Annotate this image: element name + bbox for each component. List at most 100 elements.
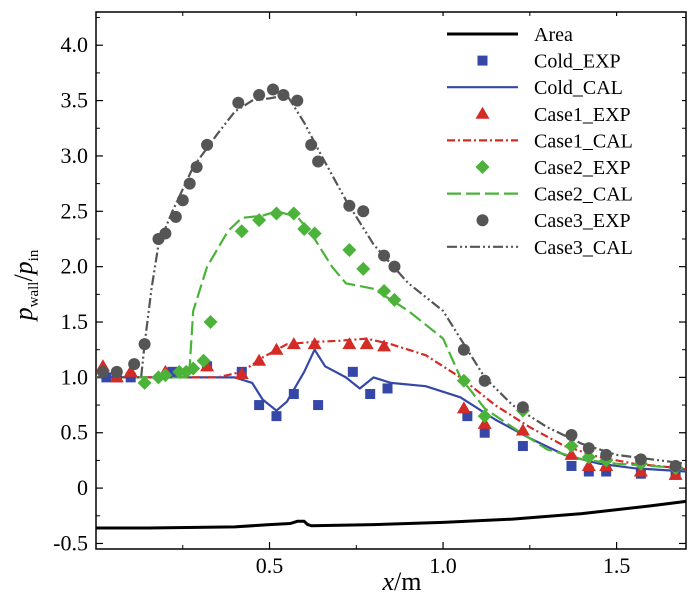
legend-swatch	[477, 55, 488, 66]
y-tick-label: 2.5	[61, 198, 89, 223]
y-tick-label: 2.0	[61, 254, 89, 279]
data-point	[252, 213, 267, 228]
legend-label: Cold_EXP	[534, 51, 621, 73]
series-line	[96, 499, 687, 530]
data-point	[203, 315, 218, 330]
data-point	[564, 447, 579, 460]
data-point	[96, 365, 109, 378]
y-label-num-var: p	[9, 307, 38, 322]
data-point	[176, 194, 189, 207]
legend-item-area: Area	[447, 24, 573, 46]
data-point	[359, 337, 374, 350]
legend-label: Case1_CAL	[534, 130, 633, 152]
series-case3-exp	[96, 83, 682, 472]
data-point	[347, 366, 358, 377]
legend-swatch	[475, 160, 490, 174]
data-point	[565, 428, 578, 441]
data-point	[601, 466, 612, 477]
data-point	[382, 383, 393, 394]
legend-item-case2-exp: Case2_EXP	[475, 157, 631, 179]
data-point	[387, 292, 402, 307]
y-tick-label: 1.5	[61, 309, 89, 334]
data-point	[196, 353, 211, 368]
legend-label: Case3_CAL	[534, 237, 633, 259]
data-point	[477, 409, 492, 424]
axis-ticks: -0.5 0 0.5 1.0 1.5 2.0 2.5 3.0 3.5 4.0 0.5 1.0 1.5	[53, 12, 686, 578]
data-point	[253, 89, 266, 102]
data-point	[183, 177, 196, 190]
data-point	[313, 400, 324, 411]
y-axis-label: pwall/pin	[9, 249, 42, 322]
data-point	[297, 222, 312, 237]
data-point	[600, 448, 613, 461]
data-point	[581, 458, 596, 471]
data-point	[125, 372, 136, 383]
x-tick-label: 1.5	[603, 553, 631, 578]
series-case2-exp	[137, 206, 683, 476]
data-point	[365, 388, 376, 399]
y-tick-label: 1.0	[61, 364, 89, 389]
data-point	[456, 373, 471, 388]
legend-label: Case2_CAL	[534, 184, 633, 206]
data-point	[582, 442, 595, 455]
data-point	[479, 427, 490, 438]
plot-frame	[95, 11, 687, 550]
data-point	[190, 161, 203, 174]
data-point	[517, 441, 528, 452]
data-point	[286, 206, 301, 221]
series-line	[96, 337, 687, 471]
data-point	[456, 401, 471, 414]
data-point	[307, 226, 322, 241]
data-point	[583, 466, 594, 477]
data-point	[137, 375, 152, 390]
data-point	[566, 460, 577, 471]
legend-item-cold-exp: Cold_EXP	[477, 51, 621, 73]
data-point	[138, 338, 151, 351]
data-point	[201, 138, 214, 151]
data-point	[305, 138, 318, 151]
data-point	[342, 243, 357, 258]
legend-label: Case2_EXP	[534, 157, 631, 179]
data-point	[516, 401, 529, 414]
legend-label: Cold_CAL	[534, 77, 623, 99]
series-case2-cal	[96, 210, 687, 470]
series-area	[96, 499, 687, 530]
legend-item-case3-cal: Case3_CAL	[447, 237, 633, 259]
data-point	[186, 361, 201, 376]
data-point	[252, 353, 267, 366]
legend-item-case3-exp: Case3_EXP	[476, 210, 631, 232]
y-label-den-sub: in	[26, 249, 42, 261]
data-point	[312, 155, 325, 168]
data-point	[267, 83, 279, 96]
legend-item-cold-cal: Cold_CAL	[447, 77, 623, 99]
y-tick-label: 4.0	[61, 32, 89, 57]
legend-item-case1-cal: Case1_CAL	[447, 130, 633, 152]
data-point	[342, 337, 357, 350]
data-point	[110, 365, 123, 378]
y-label-num-sub: wall	[26, 282, 42, 308]
y-tick-label: 0	[77, 475, 88, 500]
data-point	[200, 359, 215, 372]
legend-item-case2-cal: Case2_CAL	[447, 184, 633, 206]
data-point	[123, 364, 138, 377]
data-point	[378, 249, 391, 262]
data-point	[457, 343, 470, 356]
data-point	[377, 339, 392, 352]
legend-swatch	[476, 214, 489, 227]
data-point	[169, 210, 182, 223]
x-tick-label: 0.5	[256, 553, 284, 578]
legend-item-case1-exp: Case1_EXP	[475, 104, 631, 126]
series-case1-cal	[96, 337, 687, 471]
data-point	[159, 227, 172, 240]
data-point	[158, 368, 173, 383]
data-point	[128, 358, 141, 371]
y-tick-label: 3.0	[61, 143, 89, 168]
data-point	[232, 96, 245, 109]
data-point	[254, 400, 265, 411]
data-point	[356, 261, 371, 276]
data-point	[564, 439, 579, 454]
series-case1-exp	[95, 337, 683, 480]
data-point	[307, 337, 322, 350]
data-point	[581, 450, 596, 465]
